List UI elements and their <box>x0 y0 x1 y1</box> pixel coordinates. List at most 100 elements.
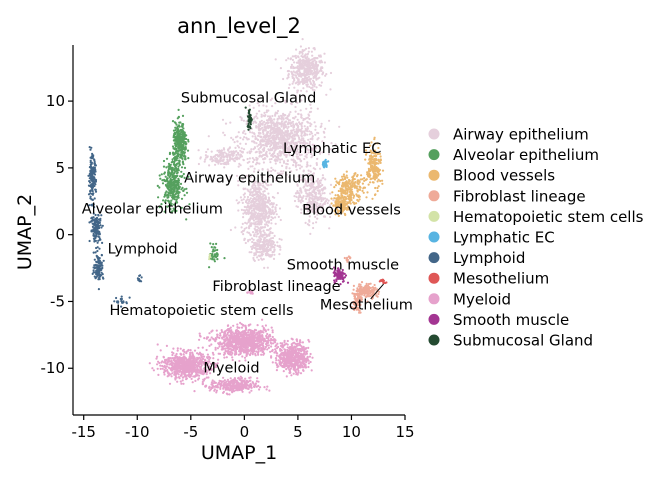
data-point <box>382 280 385 283</box>
data-point <box>296 183 299 186</box>
data-point <box>293 55 296 58</box>
data-point <box>269 239 272 242</box>
data-point <box>253 146 256 150</box>
data-point <box>262 250 265 253</box>
data-point <box>240 150 243 153</box>
data-point <box>328 227 331 230</box>
series-mesothelium <box>378 278 388 285</box>
data-point <box>309 137 312 141</box>
data-point <box>279 248 282 251</box>
data-point <box>93 197 96 200</box>
data-point <box>183 141 186 144</box>
data-point <box>276 244 279 247</box>
data-point <box>239 196 242 199</box>
data-point <box>309 82 312 85</box>
data-point <box>287 122 290 125</box>
data-point <box>100 271 103 274</box>
data-point <box>368 174 371 177</box>
data-point <box>270 202 273 205</box>
data-point <box>253 259 256 262</box>
data-point <box>290 131 293 134</box>
data-point <box>304 129 307 132</box>
data-point <box>300 132 303 135</box>
data-point <box>169 191 172 194</box>
data-point <box>301 130 304 133</box>
data-point <box>322 142 325 145</box>
data-point <box>242 119 245 122</box>
data-point <box>177 139 180 142</box>
data-point <box>307 151 310 154</box>
data-point <box>177 147 180 150</box>
data-point <box>305 192 308 195</box>
data-point <box>161 182 165 185</box>
data-point <box>302 179 305 183</box>
data-point <box>93 167 96 170</box>
data-point <box>209 253 212 256</box>
data-point <box>301 49 304 52</box>
data-point <box>288 83 291 86</box>
data-point <box>166 182 169 185</box>
data-point <box>267 109 270 112</box>
data-point <box>310 202 313 205</box>
data-point <box>248 205 251 208</box>
data-point <box>295 168 298 171</box>
data-point <box>181 114 185 117</box>
data-point <box>345 181 348 184</box>
data-point <box>234 226 237 229</box>
data-point <box>288 119 292 122</box>
data-point <box>259 226 262 229</box>
data-point <box>305 206 308 209</box>
data-point <box>280 125 283 128</box>
data-point <box>364 284 367 288</box>
data-point <box>266 134 269 137</box>
data-point <box>269 99 272 102</box>
data-point <box>295 131 298 134</box>
data-point <box>300 165 303 168</box>
data-point <box>308 85 311 88</box>
data-point <box>250 148 253 151</box>
data-point <box>279 123 282 126</box>
data-point <box>266 199 270 202</box>
data-point <box>300 64 303 67</box>
data-point <box>274 222 277 225</box>
data-point <box>261 205 264 208</box>
data-point <box>253 208 256 212</box>
data-point <box>324 178 327 181</box>
data-point <box>280 117 283 121</box>
data-point <box>293 137 296 140</box>
data-point <box>170 171 173 175</box>
data-point <box>211 258 214 261</box>
data-point <box>246 209 249 212</box>
data-point <box>348 196 351 199</box>
data-point <box>253 170 256 173</box>
data-point <box>270 157 273 161</box>
data-point <box>254 225 257 228</box>
data-point <box>236 326 239 329</box>
data-point <box>284 153 287 156</box>
data-point <box>318 206 321 209</box>
data-point <box>183 131 186 134</box>
data-point <box>271 331 274 334</box>
data-point <box>175 172 178 175</box>
data-point <box>250 251 253 254</box>
data-point <box>255 198 258 202</box>
data-point <box>258 191 262 194</box>
data-point <box>293 61 296 64</box>
data-point <box>290 103 293 106</box>
data-point <box>217 154 220 157</box>
data-point <box>262 226 265 229</box>
data-point <box>205 150 208 154</box>
data-point <box>301 55 305 58</box>
data-point <box>304 127 307 130</box>
data-point <box>291 120 295 123</box>
data-point <box>270 139 273 142</box>
data-point <box>300 134 303 137</box>
data-point <box>225 154 228 157</box>
data-point <box>310 50 313 53</box>
data-point <box>180 138 183 142</box>
data-point <box>243 205 246 208</box>
data-point <box>211 253 214 256</box>
data-point <box>237 151 240 155</box>
data-point <box>261 144 264 147</box>
